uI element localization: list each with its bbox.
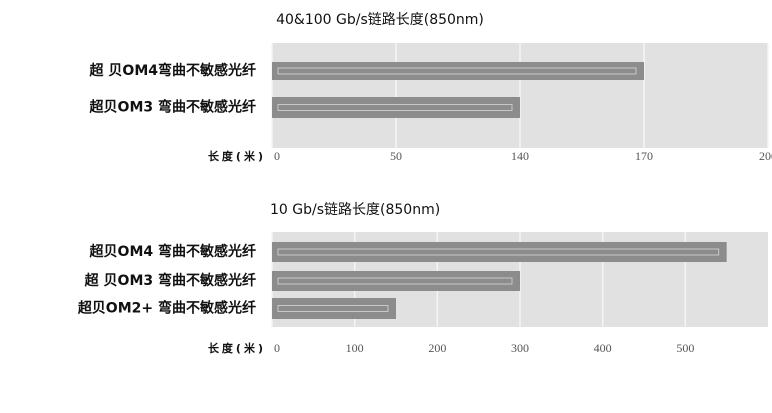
x-tick-label: 400 [594, 341, 612, 355]
category-label: 超贝OM4 弯曲不敏感光纤 [89, 243, 256, 260]
x-axis-label: 长度(米) [208, 149, 266, 163]
chart-title: 10 Gb/s链路长度(850nm) [270, 202, 440, 218]
category-label: 超 贝OM4弯曲不敏感光纤 [89, 62, 256, 79]
x-tick-label: 200 [428, 341, 446, 355]
x-tick-label: 50 [390, 149, 402, 163]
bar-highlight [277, 305, 389, 312]
x-tick-label: 0 [274, 341, 280, 355]
category-label: 超贝OM2+ 弯曲不敏感光纤 [77, 300, 256, 317]
x-tick-label: 0 [274, 149, 280, 163]
bar [272, 242, 727, 262]
x-tick-label: 170 [635, 149, 653, 163]
x-tick-label: 100 [346, 341, 364, 355]
bar-highlight [277, 248, 720, 256]
x-tick-label: 500 [676, 341, 694, 355]
bar [272, 62, 644, 80]
x-tick-label: 300 [511, 341, 529, 355]
x-axis-label: 长度(米) [208, 341, 266, 355]
x-tick-label: 140 [511, 149, 529, 163]
category-label: 超 贝OM3 弯曲不敏感光纤 [84, 272, 256, 289]
bar [272, 298, 396, 319]
bar-highlight [277, 104, 513, 111]
bar-highlight [277, 277, 513, 285]
x-tick-label: 200 [759, 149, 772, 163]
chart-title: 40&100 Gb/s链路长度(850nm) [276, 12, 484, 28]
bar [272, 97, 520, 118]
bar-highlight [277, 67, 637, 75]
category-label: 超贝OM3 弯曲不敏感光纤 [89, 99, 256, 116]
bar [272, 271, 520, 291]
